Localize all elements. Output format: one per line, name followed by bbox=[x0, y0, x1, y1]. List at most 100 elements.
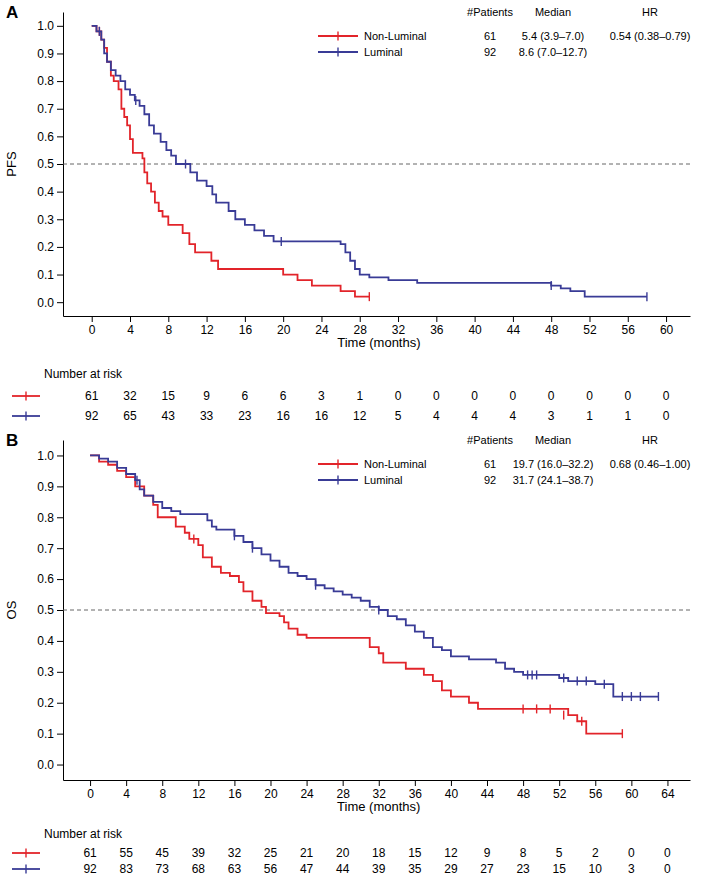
censor-mark bbox=[622, 729, 623, 738]
x-tick: 20 bbox=[277, 316, 291, 337]
risk-count: 23 bbox=[238, 409, 252, 423]
x-tick-label: 16 bbox=[228, 787, 242, 801]
censor-mark bbox=[135, 96, 136, 105]
panel-label: B bbox=[6, 431, 18, 450]
censor-mark bbox=[281, 237, 282, 246]
legend-swatch-censor bbox=[337, 476, 338, 485]
y-tick: 0.2 bbox=[37, 696, 63, 710]
risk-count: 16 bbox=[276, 409, 290, 423]
risk-count: 3 bbox=[548, 409, 555, 423]
y-tick: 0.6 bbox=[37, 572, 63, 586]
censor-mark bbox=[536, 670, 537, 679]
legend-hr: 0.54 (0.38–0.79) bbox=[610, 30, 691, 42]
censor-mark bbox=[369, 292, 370, 301]
x-tick-mark bbox=[475, 316, 476, 322]
y-tick-label: 0.3 bbox=[37, 665, 54, 679]
legend: #PatientsMedianHRNon-Luminal615.4 (3.9–7… bbox=[318, 6, 690, 58]
legend-label: Luminal bbox=[364, 474, 403, 486]
x-tick-label: 20 bbox=[264, 787, 278, 801]
x-tick-label: 64 bbox=[661, 787, 675, 801]
x-tick-label: 4 bbox=[127, 323, 134, 337]
x-tick-mark bbox=[513, 316, 514, 322]
x-tick: 16 bbox=[239, 316, 253, 337]
risk-count: 15 bbox=[162, 389, 176, 403]
risk-count: 23 bbox=[516, 862, 530, 876]
risk-count: 0 bbox=[628, 846, 635, 860]
risk-count: 25 bbox=[264, 846, 278, 860]
y-tick-mark bbox=[57, 109, 63, 110]
y-tick: 0.0 bbox=[37, 758, 63, 772]
risk-count: 8 bbox=[520, 846, 527, 860]
x-tick-mark bbox=[487, 780, 488, 786]
x-tick: 4 bbox=[127, 316, 134, 337]
x-tick: 44 bbox=[481, 780, 495, 801]
risk-swatch-censor bbox=[25, 849, 26, 858]
x-tick: 8 bbox=[165, 316, 172, 337]
plot-area bbox=[63, 26, 690, 301]
x-tick-label: 60 bbox=[625, 787, 639, 801]
legend-header: HR bbox=[642, 434, 658, 446]
y-tick-mark bbox=[57, 53, 63, 54]
x-tick-label: 44 bbox=[507, 323, 521, 337]
risk-count: 0 bbox=[433, 389, 440, 403]
x-tick: 40 bbox=[468, 316, 482, 337]
x-tick-mark bbox=[667, 780, 668, 786]
x-tick-label: 4 bbox=[123, 787, 130, 801]
x-tick-mark bbox=[415, 780, 416, 786]
censor-mark bbox=[522, 704, 523, 713]
y-tick-label: 0.6 bbox=[37, 130, 54, 144]
x-tick-label: 56 bbox=[589, 787, 603, 801]
censor-mark bbox=[378, 606, 379, 615]
x-axis-title: Time (months) bbox=[337, 799, 420, 814]
x-tick-mark bbox=[168, 316, 169, 322]
y-tick: 0.8 bbox=[37, 511, 63, 525]
risk-count: 3 bbox=[318, 389, 325, 403]
risk-count: 29 bbox=[444, 862, 458, 876]
x-tick-label: 12 bbox=[192, 787, 206, 801]
x-axis-line bbox=[64, 316, 691, 317]
risk-count: 4 bbox=[510, 409, 517, 423]
x-tick-mark bbox=[307, 780, 308, 786]
censor-mark bbox=[549, 704, 550, 713]
censor-mark bbox=[193, 534, 194, 543]
y-tick: 0.5 bbox=[37, 157, 63, 171]
y-tick: 0.8 bbox=[37, 74, 63, 88]
x-tick-label: 56 bbox=[622, 323, 636, 337]
x-tick-mark bbox=[90, 780, 91, 786]
risk-count: 47 bbox=[300, 862, 314, 876]
y-tick-label: 0.2 bbox=[37, 240, 54, 254]
risk-count: 39 bbox=[372, 862, 386, 876]
x-tick-mark bbox=[234, 780, 235, 786]
reference-line bbox=[63, 610, 690, 611]
risk-count: 12 bbox=[353, 409, 367, 423]
x-tick-mark bbox=[631, 780, 632, 786]
risk-count: 27 bbox=[480, 862, 494, 876]
x-tick-label: 8 bbox=[159, 787, 166, 801]
censor-mark bbox=[563, 674, 564, 683]
x-tick: 56 bbox=[622, 316, 636, 337]
legend-header: #Patients bbox=[467, 434, 513, 446]
y-tick-mark bbox=[57, 734, 63, 735]
y-tick-label: 0.4 bbox=[37, 634, 54, 648]
legend-swatch-censor bbox=[337, 32, 338, 41]
y-tick: 0.4 bbox=[37, 185, 63, 199]
y-tick-mark bbox=[57, 579, 63, 580]
risk-count: 35 bbox=[408, 862, 422, 876]
x-tick-label: 60 bbox=[660, 323, 674, 337]
x-tick: 48 bbox=[545, 316, 559, 337]
x-tick-mark bbox=[628, 316, 629, 322]
risk-count: 5 bbox=[556, 846, 563, 860]
y-tick: 0.1 bbox=[37, 727, 63, 741]
y-tick-label: 0.5 bbox=[37, 603, 54, 617]
risk-count: 0 bbox=[663, 409, 670, 423]
censor-mark bbox=[640, 692, 641, 701]
risk-count: 5 bbox=[395, 409, 402, 423]
censor-mark bbox=[234, 531, 235, 540]
x-tick-mark bbox=[451, 780, 452, 786]
legend-header: Median bbox=[535, 434, 571, 446]
censor-mark bbox=[527, 670, 528, 679]
risk-title: Number at risk bbox=[44, 827, 123, 841]
legend-hr: 0.68 (0.46–1.00) bbox=[610, 458, 691, 470]
risk-count: 83 bbox=[119, 862, 133, 876]
y-axis: 0.00.10.20.30.40.50.60.70.80.91.0 bbox=[37, 13, 63, 317]
